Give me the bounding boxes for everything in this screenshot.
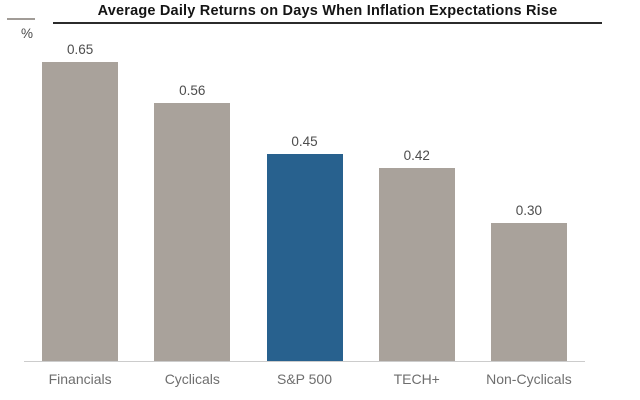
plot-area: 0.65 0.56 0.45 0.42 0.30 Financials Cyclicals…: [24, 38, 585, 387]
labels-row: Financials Cyclicals S&P 500 TECH+ Non-Cycli…: [24, 362, 585, 387]
value-label-financials: 0.65: [66, 42, 94, 57]
value-label-cyclicals: 0.56: [179, 83, 206, 98]
value-label-tech: 0.42: [403, 148, 430, 163]
bar-non-cyclicals: [490, 223, 567, 361]
value-label-non-cyclicals: 0.30: [515, 203, 543, 218]
top-left-tick-line: [7, 18, 35, 20]
y-axis-unit-label: %: [21, 26, 34, 41]
category-label-non-cyclicals: Non-Cyclicals: [486, 371, 572, 387]
chart-title: Average Daily Returns on Days When Infla…: [53, 3, 602, 24]
bar-tech: [378, 168, 455, 361]
bar-s-p-500: [266, 154, 343, 361]
category-label-cyclicals: Cyclicals: [164, 371, 220, 387]
bar-financials: [42, 62, 119, 361]
bar-slot-s-p-500: 0.45: [248, 38, 360, 361]
bar-cyclicals: [154, 103, 231, 361]
value-label-s-p-500: 0.45: [291, 134, 318, 149]
category-label-tech: TECH+: [393, 371, 440, 387]
bar-slot-cyclicals: 0.56: [136, 38, 248, 361]
category-label-financials: Financials: [48, 371, 112, 387]
bar-slot-tech: 0.42: [361, 38, 473, 361]
bar-slot-financials: 0.65: [24, 38, 136, 361]
bars-row: 0.65 0.56 0.45 0.42 0.30: [24, 38, 585, 362]
category-label-s-p-500: S&P 500: [277, 371, 333, 387]
bar-slot-non-cyclicals: 0.30: [473, 38, 585, 361]
